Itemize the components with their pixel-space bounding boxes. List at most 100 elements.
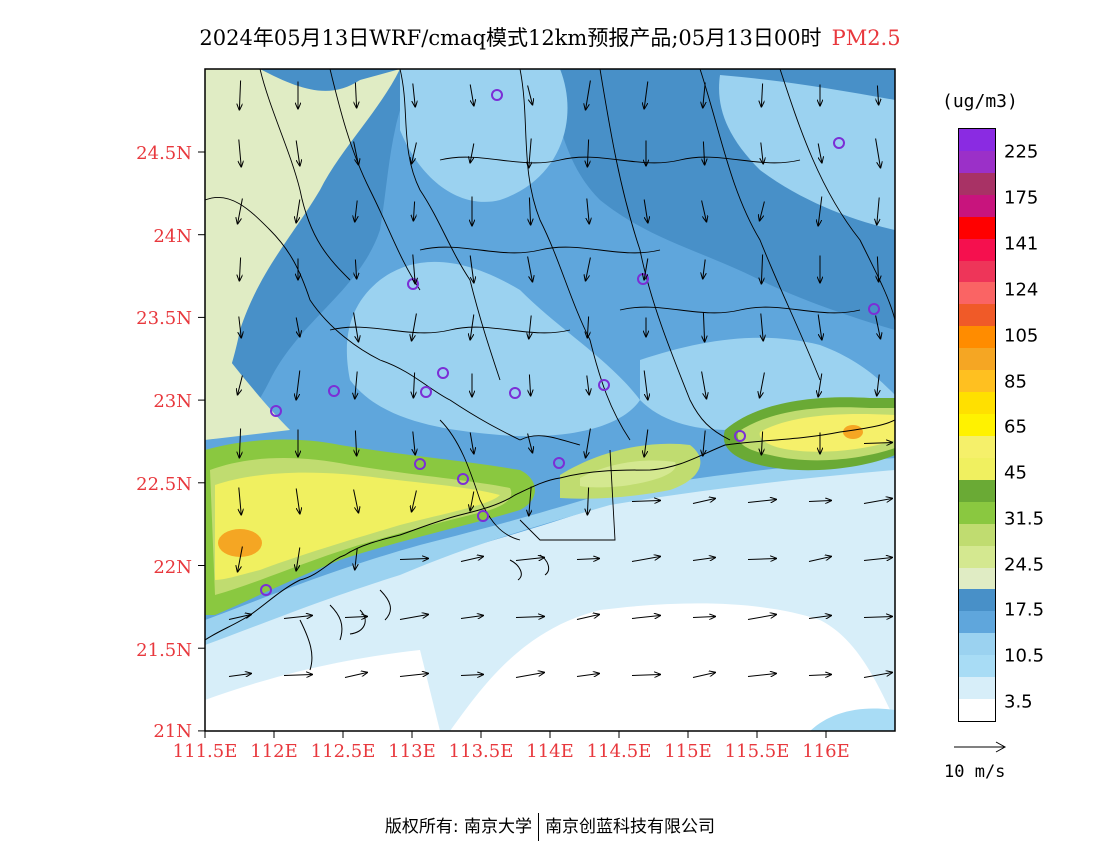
- lon-tick-label: 113.5E: [448, 741, 514, 762]
- wind-arrow: [587, 139, 588, 167]
- lon-tick-label: 115.5E: [724, 741, 790, 762]
- legend-label: 3.5: [1004, 691, 1033, 713]
- wind-arrow: [295, 317, 300, 337]
- wind-arrow: [515, 558, 544, 561]
- field-light-north: [400, 69, 568, 202]
- legend-color-box: [959, 589, 995, 612]
- title-main: 2024年05月13日WRF/cmaq模式12km预报产品;05月13日00时: [199, 26, 822, 50]
- station-marker: [477, 510, 489, 522]
- wind-arrow: [399, 559, 428, 560]
- wind-arrow: [703, 141, 704, 165]
- wind-arrow: [817, 143, 822, 163]
- field-plume-core: [215, 472, 500, 580]
- copyright-right: 南京创蓝科技有限公司: [545, 817, 716, 837]
- legend-color-box: [959, 567, 995, 590]
- wind-arrow: [228, 674, 251, 677]
- wind-arrow: [747, 615, 776, 620]
- wind-arrow: [747, 559, 776, 560]
- wind-arrow: [761, 431, 762, 455]
- field-open-sea: [450, 603, 895, 731]
- legend-label: 85: [1004, 371, 1027, 393]
- wind-arrow: [412, 142, 417, 164]
- wind-arrow: [760, 201, 765, 221]
- wind-arrow: [587, 487, 588, 515]
- wind-arrow: [631, 501, 660, 502]
- wind-arrow: [283, 675, 312, 676]
- wind-arrow: [470, 491, 475, 511]
- wind-arrow: [643, 370, 648, 400]
- lon-tick-label: 116E: [802, 741, 850, 762]
- station-marker: [414, 458, 426, 470]
- wind-arrow: [355, 200, 357, 222]
- wind-arrow: [413, 254, 415, 284]
- wind-arrow: [460, 557, 483, 562]
- wind-reference-label: 10 m/s: [944, 762, 1006, 782]
- legend-color-box: [959, 172, 995, 196]
- wind-vectors: [228, 80, 892, 678]
- station-marker: [328, 385, 340, 397]
- field-pale-west: [205, 69, 400, 430]
- wind-arrow: [701, 200, 707, 222]
- wind-arrow: [761, 254, 762, 284]
- wind-reference-arrow: [954, 741, 1007, 753]
- wind-arrow: [460, 675, 483, 676]
- legend-color-box: [959, 260, 995, 283]
- legend-color-box: [959, 633, 995, 656]
- wind-arrow: [576, 615, 599, 620]
- legend-color-box: [959, 435, 995, 459]
- legend-label: 141: [1004, 233, 1039, 255]
- wind-arrow: [399, 674, 428, 677]
- wind-arrow: [587, 316, 588, 338]
- wind-arrow: [644, 258, 649, 280]
- wind-arrow: [527, 433, 533, 453]
- legend-color-box: [959, 216, 995, 240]
- wind-arrow: [863, 499, 892, 504]
- wind-arrow: [355, 259, 356, 279]
- wind-arrow: [576, 674, 599, 677]
- station-marker: [734, 430, 746, 442]
- wind-arrow: [863, 617, 892, 618]
- wind-arrow: [239, 139, 241, 167]
- legend-label: 31.5: [1004, 508, 1045, 530]
- color-legend: [958, 128, 996, 722]
- wind-arrow: [760, 372, 765, 398]
- wind-arrow: [586, 257, 591, 281]
- wind-arrow: [747, 674, 776, 677]
- legend-label: 105: [1004, 325, 1039, 347]
- legend-color-box: [959, 129, 995, 152]
- wind-arrow: [295, 140, 300, 166]
- station-marker: [420, 386, 432, 398]
- wind-arrow: [355, 371, 357, 399]
- station-marker: [598, 379, 610, 391]
- station-marker: [437, 367, 449, 379]
- wind-arrow: [469, 84, 474, 106]
- chart-title: 2024年05月13日WRF/cmaq模式12km预报产品;05月13日00时 P…: [0, 22, 1100, 52]
- wind-arrow: [587, 375, 589, 395]
- legend-label: 175: [1004, 187, 1039, 209]
- wind-arrow: [515, 617, 544, 618]
- wind-arrow: [515, 673, 544, 678]
- coastline: [205, 419, 895, 671]
- wind-arrow: [877, 256, 878, 282]
- lat-tick-label: 24.5N: [136, 143, 192, 164]
- wind-arrow: [808, 616, 831, 619]
- station-marker: [868, 303, 880, 315]
- wind-arrow: [413, 431, 415, 455]
- lon-tick-label: 112E: [250, 741, 298, 762]
- station-marker: [833, 137, 845, 149]
- wind-arrow: [355, 430, 356, 456]
- field-light-northeast: [719, 75, 895, 230]
- legend-color-box: [959, 238, 995, 262]
- legend-color-box: [959, 523, 995, 547]
- wind-arrow: [877, 197, 879, 225]
- wind-arrow: [527, 256, 533, 282]
- station-marker: [457, 473, 469, 485]
- wind-arrow: [529, 486, 531, 516]
- wind-arrow: [761, 142, 763, 164]
- wind-arrow: [631, 557, 660, 562]
- legend-color-box: [959, 479, 995, 503]
- wind-arrow: [295, 488, 300, 514]
- wind-arrow: [631, 675, 660, 676]
- station-marker: [491, 89, 503, 101]
